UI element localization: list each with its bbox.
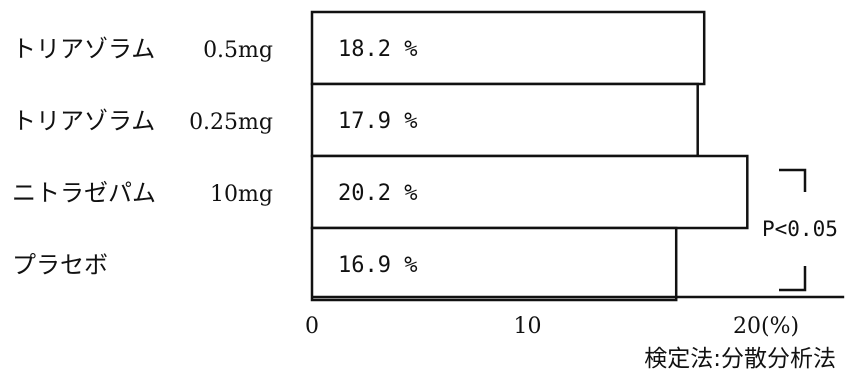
category-label-0: トリアゾラム	[12, 35, 155, 63]
category-label-1: トリアゾラム	[12, 107, 155, 135]
bar-0	[310, 10, 706, 86]
x-tick-label-0: 0	[305, 314, 319, 339]
bar-3	[310, 226, 678, 302]
test-method-note: 検定法:分散分析法	[644, 346, 836, 372]
category-label-2: ニトラゼパム	[12, 179, 156, 207]
dose-label-2: 10mg	[210, 182, 273, 207]
bar-value-label-3: 16.9 %	[338, 253, 417, 278]
dose-label-0: 0.5mg	[203, 38, 273, 63]
bar-value-label-2: 20.2 %	[338, 181, 417, 206]
category-label-3: プラセボ	[12, 251, 108, 279]
dose-label-1: 0.25mg	[189, 110, 273, 135]
bar-value-label-0: 18.2 %	[338, 37, 417, 62]
x-axis-ticks: 0 10 20(%)	[305, 314, 799, 339]
bracket-top	[779, 168, 807, 192]
significance-label: P<0.05	[762, 217, 838, 241]
x-tick-label-1: 10	[514, 314, 542, 339]
bracket-bottom	[779, 266, 807, 292]
bar-1	[310, 82, 699, 158]
x-tick-label-2: 20(%)	[733, 314, 799, 339]
bars-layer: 18.2 % トリアゾラム 0.5mg 17.9 % トリアゾラム 0.25mg 20.2 …	[12, 10, 749, 302]
significance-bracket: P<0.05	[762, 168, 838, 292]
bar-2	[310, 154, 749, 230]
bar-value-label-1: 17.9 %	[338, 109, 417, 134]
